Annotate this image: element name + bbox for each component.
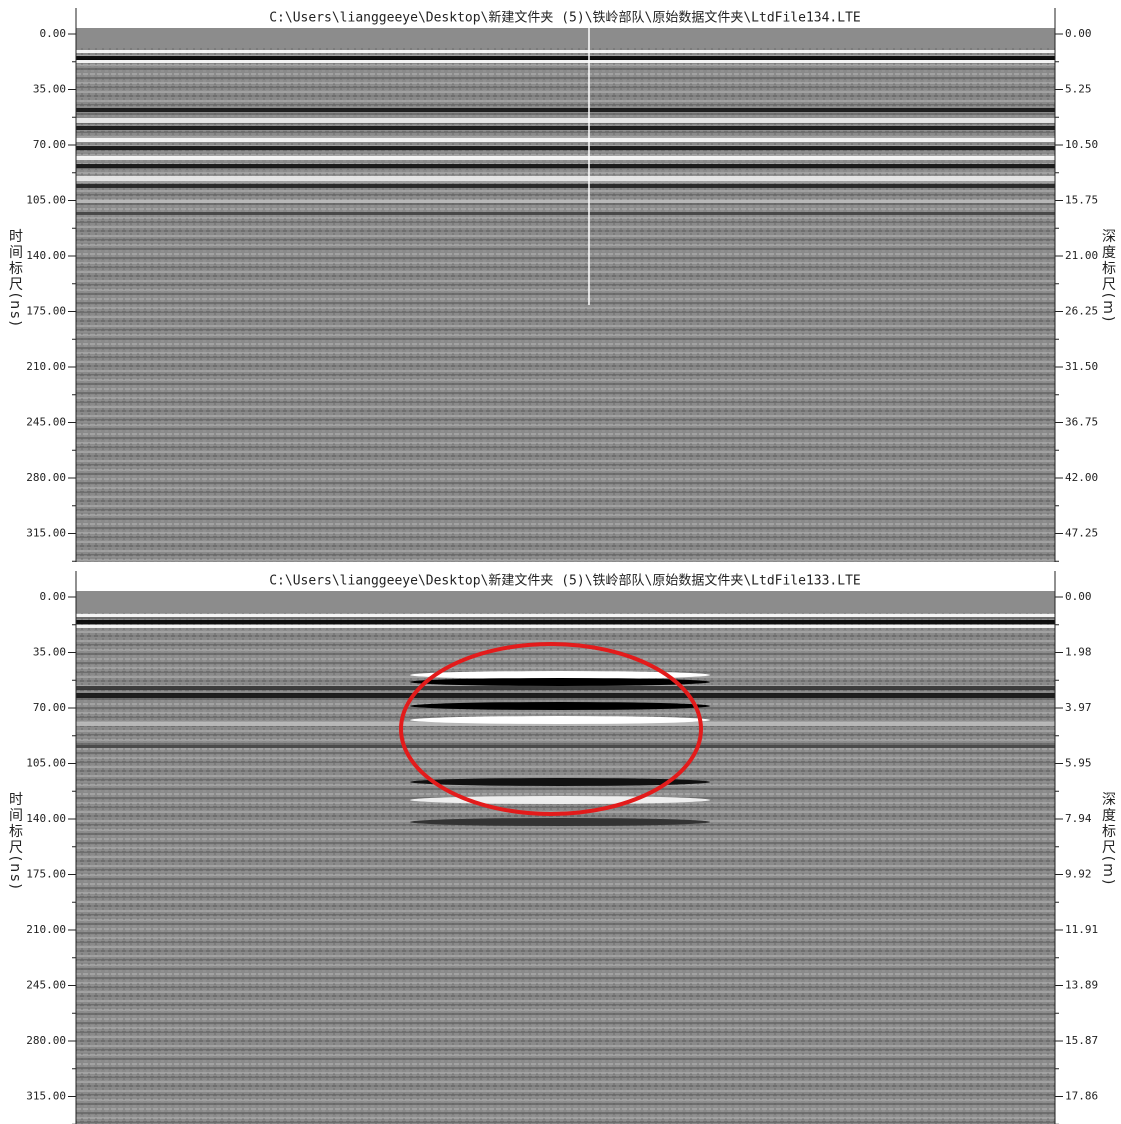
reflection-band <box>76 184 1055 188</box>
left-tick-label: 140.00 <box>26 249 66 262</box>
left-tick-label: 210.00 <box>26 923 66 936</box>
left-tick-label: 0.00 <box>40 590 67 603</box>
right-tick-label: 9.92 <box>1065 868 1092 881</box>
right-tick-label: 5.95 <box>1065 757 1092 770</box>
right-tick-label: 17.86 <box>1065 1090 1098 1103</box>
hyperbola-band <box>410 796 710 804</box>
left-tick-label: 175.00 <box>26 868 66 881</box>
left-tick-label: 35.00 <box>33 646 66 659</box>
right-tick-label: 1.98 <box>1065 646 1092 659</box>
left-tick-label: 35.00 <box>33 83 66 96</box>
reflection-band <box>76 146 1055 150</box>
reflection-band <box>76 156 1055 160</box>
panel-title: C:\Users\lianggeeye\Desktop\新建文件夹 (5)\铁岭… <box>269 10 861 26</box>
hyperbola-band <box>410 678 710 686</box>
left-axis-label: 时间标尺(ns) <box>7 229 23 328</box>
reflection-band <box>76 745 1055 748</box>
right-tick-label: 26.25 <box>1065 305 1098 318</box>
left-tick-label: 140.00 <box>26 812 66 825</box>
left-tick-label: 105.00 <box>26 757 66 770</box>
right-tick-label: 3.97 <box>1065 701 1092 714</box>
reflection-band <box>76 625 1055 628</box>
left-tick-label: 105.00 <box>26 194 66 207</box>
left-tick-label: 210.00 <box>26 360 66 373</box>
right-tick-label: 10.50 <box>1065 138 1098 151</box>
air-layer <box>76 591 1055 612</box>
right-tick-label: 36.75 <box>1065 416 1098 429</box>
left-tick-label: 175.00 <box>26 305 66 318</box>
reflection-band <box>76 176 1055 181</box>
reflection-band <box>76 50 1055 53</box>
left-tick-label: 245.00 <box>26 979 66 992</box>
hyperbola-band <box>410 702 710 710</box>
reflection-band <box>76 164 1055 168</box>
reflection-band <box>76 693 1055 698</box>
right-axis-label: 深度标尺(m) <box>1100 229 1116 324</box>
left-tick-label: 245.00 <box>26 416 66 429</box>
reflection-band <box>76 60 1055 63</box>
reflection-band <box>76 200 1055 203</box>
reflection-band <box>76 138 1055 142</box>
reflection-band <box>76 126 1055 130</box>
right-tick-label: 47.25 <box>1065 527 1098 540</box>
right-tick-label: 11.91 <box>1065 923 1098 936</box>
left-tick-label: 280.00 <box>26 471 66 484</box>
right-tick-label: 13.89 <box>1065 979 1098 992</box>
left-tick-label: 315.00 <box>26 527 66 540</box>
reflection-band <box>76 56 1055 60</box>
right-tick-label: 15.87 <box>1065 1034 1098 1047</box>
left-tick-label: 70.00 <box>33 138 66 151</box>
left-tick-label: 280.00 <box>26 1034 66 1047</box>
radargram-panel: C:\Users\lianggeeye\Desktop\新建文件夹 (5)\铁岭… <box>7 571 1116 1124</box>
right-tick-label: 42.00 <box>1065 471 1098 484</box>
right-tick-label: 31.50 <box>1065 360 1098 373</box>
reflection-band <box>76 212 1055 215</box>
reflection-band <box>76 118 1055 123</box>
right-tick-label: 5.25 <box>1065 83 1092 96</box>
reflection-band <box>76 686 1055 690</box>
hyperbola-band <box>410 818 710 826</box>
air-layer <box>76 28 1055 48</box>
left-tick-label: 0.00 <box>40 27 67 40</box>
right-tick-label: 7.94 <box>1065 812 1092 825</box>
right-tick-label: 0.00 <box>1065 590 1092 603</box>
right-axis-label: 深度标尺(m) <box>1100 792 1116 887</box>
radargram-view: C:\Users\lianggeeye\Desktop\新建文件夹 (5)\铁岭… <box>0 0 1121 1124</box>
left-tick-label: 315.00 <box>26 1090 66 1103</box>
left-axis-label: 时间标尺(ns) <box>7 792 23 891</box>
reflection-band <box>76 620 1055 624</box>
reflection-band <box>76 108 1055 112</box>
radar-noise <box>76 591 1055 1124</box>
right-tick-label: 21.00 <box>1065 249 1098 262</box>
radargram-panel: C:\Users\lianggeeye\Desktop\新建文件夹 (5)\铁岭… <box>7 8 1116 562</box>
right-tick-label: 0.00 <box>1065 27 1092 40</box>
hyperbola-band <box>410 716 710 724</box>
right-tick-label: 15.75 <box>1065 194 1098 207</box>
left-tick-label: 70.00 <box>33 701 66 714</box>
panel-title: C:\Users\lianggeeye\Desktop\新建文件夹 (5)\铁岭… <box>269 573 861 589</box>
reflection-band <box>76 614 1055 617</box>
